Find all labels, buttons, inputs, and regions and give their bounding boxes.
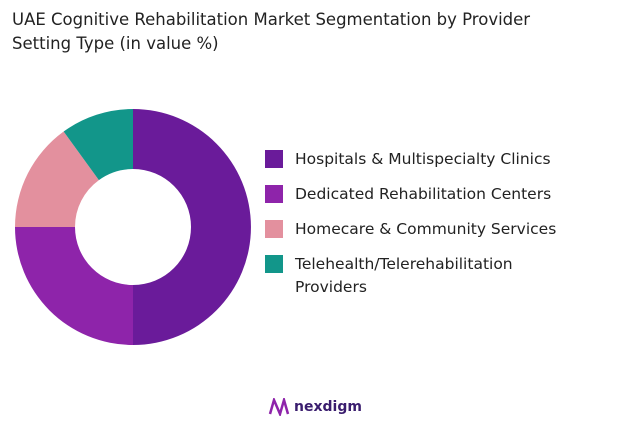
legend-item: Hospitals & Multispecialty Clinics bbox=[265, 148, 615, 171]
legend-label: Hospitals & Multispecialty Clinics bbox=[295, 150, 551, 168]
donut-chart bbox=[15, 109, 251, 345]
legend-item: Dedicated Rehabilitation Centers bbox=[265, 183, 615, 206]
legend: Hospitals & Multispecialty Clinics Dedica… bbox=[265, 148, 615, 311]
brand: nexdigm bbox=[268, 398, 362, 416]
legend-label: Telehealth/Telerehabilitation Providers bbox=[295, 255, 513, 296]
brand-name: nexdigm bbox=[294, 399, 362, 415]
donut-segment bbox=[15, 131, 99, 227]
legend-label: Dedicated Rehabilitation Centers bbox=[295, 185, 552, 203]
legend-swatch bbox=[265, 220, 283, 238]
legend-swatch bbox=[265, 150, 283, 168]
legend-swatch bbox=[265, 255, 283, 273]
donut-segment bbox=[63, 109, 133, 181]
donut-segment bbox=[133, 109, 251, 345]
legend-label: Homecare & Community Services bbox=[295, 220, 557, 238]
chart-title: UAE Cognitive Rehabilitation Market Segm… bbox=[12, 10, 531, 53]
legend-swatch bbox=[265, 185, 283, 203]
legend-item: Telehealth/Telerehabilitation Providers bbox=[265, 253, 615, 299]
donut-segment bbox=[15, 227, 133, 345]
brand-logo bbox=[268, 398, 290, 416]
legend-item: Homecare & Community Services bbox=[265, 218, 615, 241]
